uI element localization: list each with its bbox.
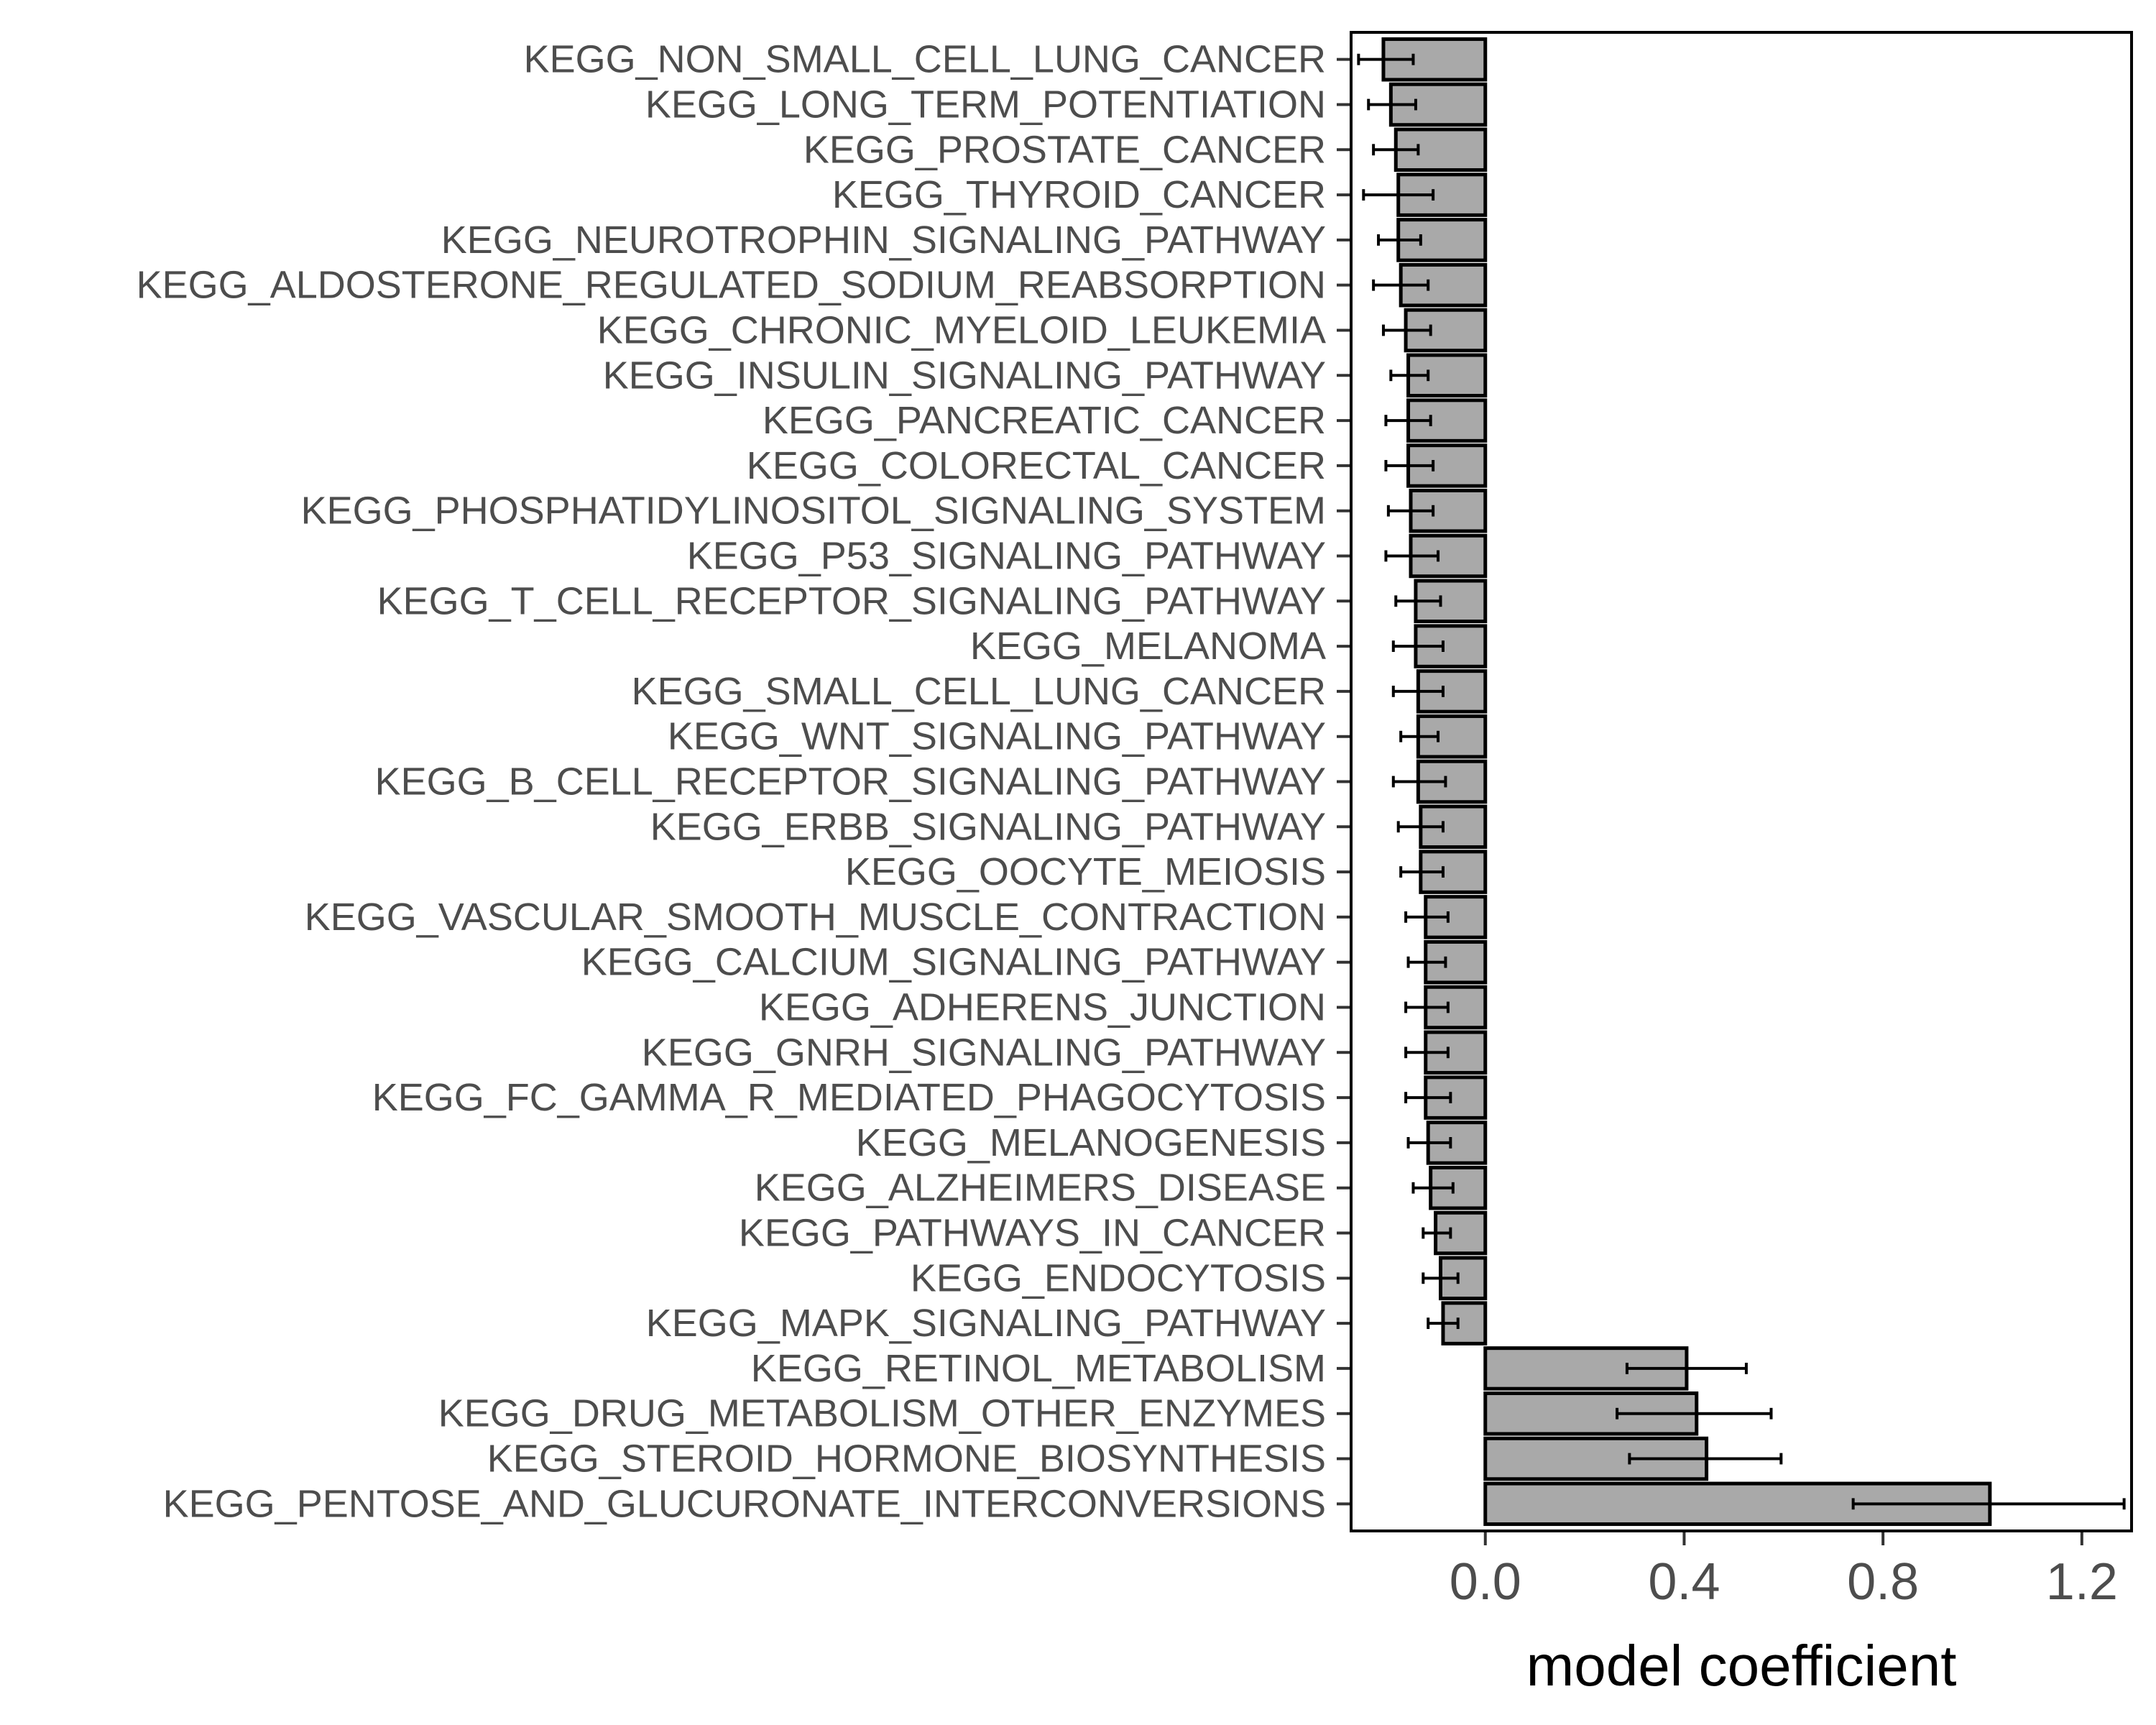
y-tick-label: KEGG_LONG_TERM_POTENTIATION	[645, 83, 1326, 126]
y-tick-label: KEGG_B_CELL_RECEPTOR_SIGNALING_PATHWAY	[375, 760, 1326, 804]
y-tick-label: KEGG_SMALL_CELL_LUNG_CANCER	[632, 670, 1326, 713]
y-tick-label: KEGG_NON_SMALL_CELL_LUNG_CANCER	[524, 38, 1326, 81]
bars-group	[1381, 37, 1992, 1527]
y-tick-label: KEGG_GNRH_SIGNALING_PATHWAY	[642, 1031, 1326, 1074]
y-tick-label: KEGG_T_CELL_RECEPTOR_SIGNALING_PATHWAY	[377, 579, 1326, 622]
y-tick-label: KEGG_ERBB_SIGNALING_PATHWAY	[650, 805, 1326, 848]
y-tick-labels-group: KEGG_NON_SMALL_CELL_LUNG_CANCERKEGG_LONG…	[137, 38, 1351, 1525]
y-tick-label: KEGG_CALCIUM_SIGNALING_PATHWAY	[581, 941, 1326, 984]
x-axis-group: 0.0 0.4 0.8 1.2	[1450, 1531, 2118, 1611]
y-tick-label: KEGG_ALZHEIMERS_DISEASE	[755, 1167, 1326, 1210]
y-tick-label: KEGG_MELANOMA	[970, 625, 1326, 668]
y-tick-label: KEGG_VASCULAR_SMOOTH_MUSCLE_CONTRACTION	[305, 896, 1326, 939]
y-tick-label: KEGG_STEROID_HORMONE_BIOSYNTHESIS	[487, 1438, 1326, 1481]
x-tick-label: 0.0	[1450, 1553, 1521, 1611]
y-tick-label: KEGG_PROSTATE_CANCER	[803, 128, 1326, 171]
x-tick-label: 0.8	[1847, 1553, 1919, 1611]
y-tick-label: KEGG_PHOSPHATIDYLINOSITOL_SIGNALING_SYST…	[301, 489, 1326, 533]
x-tick-label: 0.4	[1648, 1553, 1720, 1611]
y-tick-label: KEGG_COLORECTAL_CANCER	[747, 444, 1326, 487]
x-tick-label: 1.2	[2046, 1553, 2118, 1611]
y-tick-label: KEGG_MAPK_SIGNALING_PATHWAY	[646, 1302, 1326, 1345]
errorbars-group	[1357, 53, 2126, 1510]
y-tick-label: KEGG_FC_GAMMA_R_MEDIATED_PHAGOCYTOSIS	[372, 1076, 1326, 1119]
y-tick-label: KEGG_PENTOSE_AND_GLUCURONATE_INTERCONVER…	[163, 1482, 1326, 1525]
y-tick-label: KEGG_PANCREATIC_CANCER	[763, 399, 1326, 442]
y-tick-label: KEGG_ENDOCYTOSIS	[911, 1256, 1326, 1300]
y-tick-label: KEGG_CHRONIC_MYELOID_LEUKEMIA	[597, 308, 1326, 351]
y-tick-label: KEGG_RETINOL_METABOLISM	[751, 1347, 1326, 1390]
x-axis-title: model coefficient	[1526, 1634, 1957, 1698]
y-tick-label: KEGG_INSULIN_SIGNALING_PATHWAY	[603, 354, 1326, 397]
y-tick-label: KEGG_DRUG_METABOLISM_OTHER_ENZYMES	[438, 1392, 1326, 1435]
y-tick-label: KEGG_MELANOGENESIS	[856, 1121, 1326, 1164]
y-tick-label: KEGG_NEUROTROPHIN_SIGNALING_PATHWAY	[441, 218, 1326, 262]
y-tick-label: KEGG_ADHERENS_JUNCTION	[759, 986, 1326, 1029]
y-tick-label: KEGG_P53_SIGNALING_PATHWAY	[687, 534, 1326, 577]
y-tick-label: KEGG_WNT_SIGNALING_PATHWAY	[668, 715, 1326, 758]
y-tick-label: KEGG_OOCYTE_MEIOSIS	[845, 850, 1326, 893]
y-tick-label: KEGG_PATHWAYS_IN_CANCER	[739, 1212, 1326, 1255]
plot-panel-border	[1350, 31, 2133, 1532]
y-tick-label: KEGG_ALDOSTERONE_REGULATED_SODIUM_REABSO…	[137, 264, 1326, 307]
y-tick-label: KEGG_THYROID_CANCER	[832, 173, 1326, 216]
